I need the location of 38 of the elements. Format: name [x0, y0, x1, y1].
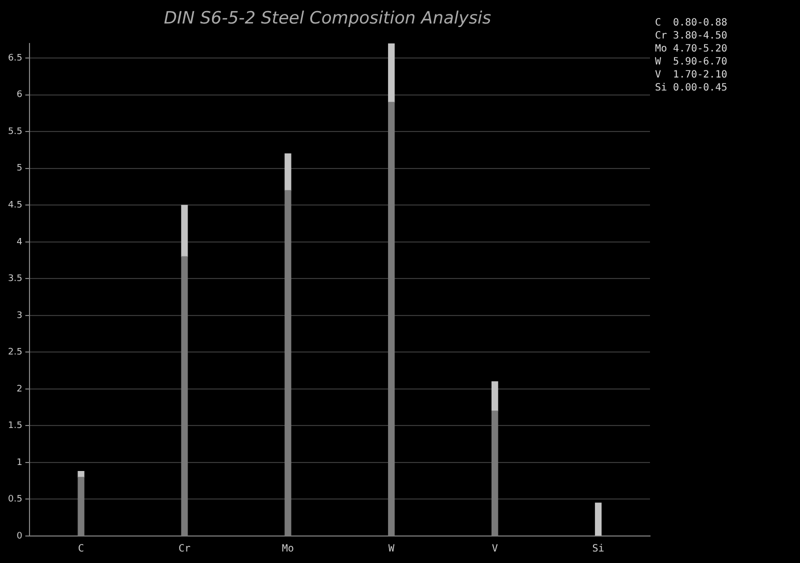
- text: V 1.70-2.10: [655, 70, 728, 81]
- bar: [388, 102, 395, 536]
- bar: [181, 256, 188, 536]
- x-tick-label: C: [78, 544, 84, 555]
- bar: [181, 204, 188, 257]
- text: W 5.90-6.70: [655, 56, 728, 68]
- y-tick-label: 3.5: [8, 274, 22, 284]
- bar: [594, 502, 602, 536]
- x-tick-label: V: [492, 544, 498, 555]
- bar: [492, 410, 498, 536]
- bar: [78, 476, 84, 536]
- text: C 0.80-0.88: [655, 18, 728, 29]
- x-tick-label: Cr: [178, 544, 191, 555]
- y-tick-label: 5.5: [8, 126, 22, 137]
- chart-title: DIN S6-5-2 Steel Composition Analysis: [164, 8, 492, 29]
- y-tick-label: 0.5: [8, 494, 22, 505]
- y-tick-label: 5: [16, 164, 22, 174]
- bar: [284, 190, 292, 536]
- y-tick-label: 4.5: [8, 200, 22, 210]
- text: Mo 4.70-5.20: [655, 44, 728, 55]
- x-tick-label: W: [388, 544, 396, 555]
- bar: [284, 153, 292, 191]
- y-tick-label: 2: [16, 384, 22, 394]
- y-tick-label: 2.5: [8, 348, 22, 358]
- bar: [388, 43, 395, 103]
- x-tick-label: Mo: [282, 544, 294, 555]
- y-tick-label: 4: [16, 237, 23, 248]
- y-tick-label: 1: [16, 458, 22, 468]
- y-tick-label: 1.5: [8, 421, 22, 432]
- y-tick-label: 6.5: [8, 53, 22, 64]
- y-tick-label: 3: [16, 310, 22, 321]
- y-tick-label: 0: [16, 531, 23, 542]
- y-tick-label: 6: [16, 90, 23, 100]
- text: Si 0.00-0.45: [655, 82, 728, 94]
- text: Cr 3.80-4.50: [655, 30, 728, 42]
- bar: [492, 381, 498, 412]
- x-tick-label: Si: [592, 544, 604, 555]
- bar: [78, 470, 84, 478]
